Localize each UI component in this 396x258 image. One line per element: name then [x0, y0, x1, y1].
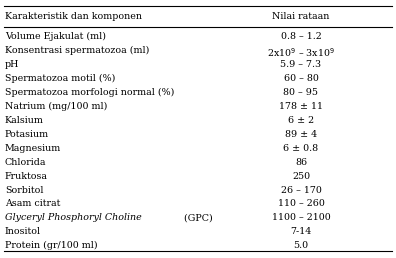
Text: Konsentrasi spermatozoa (ml): Konsentrasi spermatozoa (ml): [5, 46, 149, 55]
Text: Inositol: Inositol: [5, 227, 41, 236]
Text: 7-14: 7-14: [290, 227, 312, 236]
Text: Magnesium: Magnesium: [5, 144, 61, 153]
Text: 1100 – 2100: 1100 – 2100: [272, 213, 330, 222]
Text: 6 ± 0.8: 6 ± 0.8: [284, 144, 318, 153]
Text: 60 – 80: 60 – 80: [284, 74, 318, 83]
Text: 26 – 170: 26 – 170: [280, 186, 322, 195]
Text: 5.0: 5.0: [293, 241, 308, 250]
Text: 250: 250: [292, 172, 310, 181]
Text: (GPC): (GPC): [181, 213, 213, 222]
Text: 110 – 260: 110 – 260: [278, 199, 324, 208]
Text: Natrium (mg/100 ml): Natrium (mg/100 ml): [5, 102, 107, 111]
Text: 80 – 95: 80 – 95: [284, 88, 318, 97]
Text: Spermatozoa morfologi normal (%): Spermatozoa morfologi normal (%): [5, 88, 174, 97]
Text: 89 ± 4: 89 ± 4: [285, 130, 317, 139]
Text: Potasium: Potasium: [5, 130, 49, 139]
Text: Karakteristik dan komponen: Karakteristik dan komponen: [5, 12, 142, 21]
Text: Kalsium: Kalsium: [5, 116, 44, 125]
Text: pH: pH: [5, 60, 19, 69]
Text: Protein (gr/100 ml): Protein (gr/100 ml): [5, 241, 97, 250]
Text: 5.9 – 7.3: 5.9 – 7.3: [280, 60, 322, 69]
Text: Spermatozoa motil (%): Spermatozoa motil (%): [5, 74, 115, 83]
Text: 2x10$^9$ – 3x10$^9$: 2x10$^9$ – 3x10$^9$: [267, 46, 335, 59]
Text: Glyceryl Phosphoryl Choline: Glyceryl Phosphoryl Choline: [5, 213, 141, 222]
Text: Chlorida: Chlorida: [5, 158, 46, 167]
Text: Fruktosa: Fruktosa: [5, 172, 48, 181]
Text: Sorbitol: Sorbitol: [5, 186, 43, 195]
Text: Asam citrat: Asam citrat: [5, 199, 60, 208]
Text: 178 ± 11: 178 ± 11: [279, 102, 323, 111]
Text: 0.8 – 1.2: 0.8 – 1.2: [281, 32, 321, 41]
Text: Nilai rataan: Nilai rataan: [272, 12, 329, 21]
Text: 6 ± 2: 6 ± 2: [288, 116, 314, 125]
Text: Volume Ejakulat (ml): Volume Ejakulat (ml): [5, 32, 106, 41]
Text: 86: 86: [295, 158, 307, 167]
